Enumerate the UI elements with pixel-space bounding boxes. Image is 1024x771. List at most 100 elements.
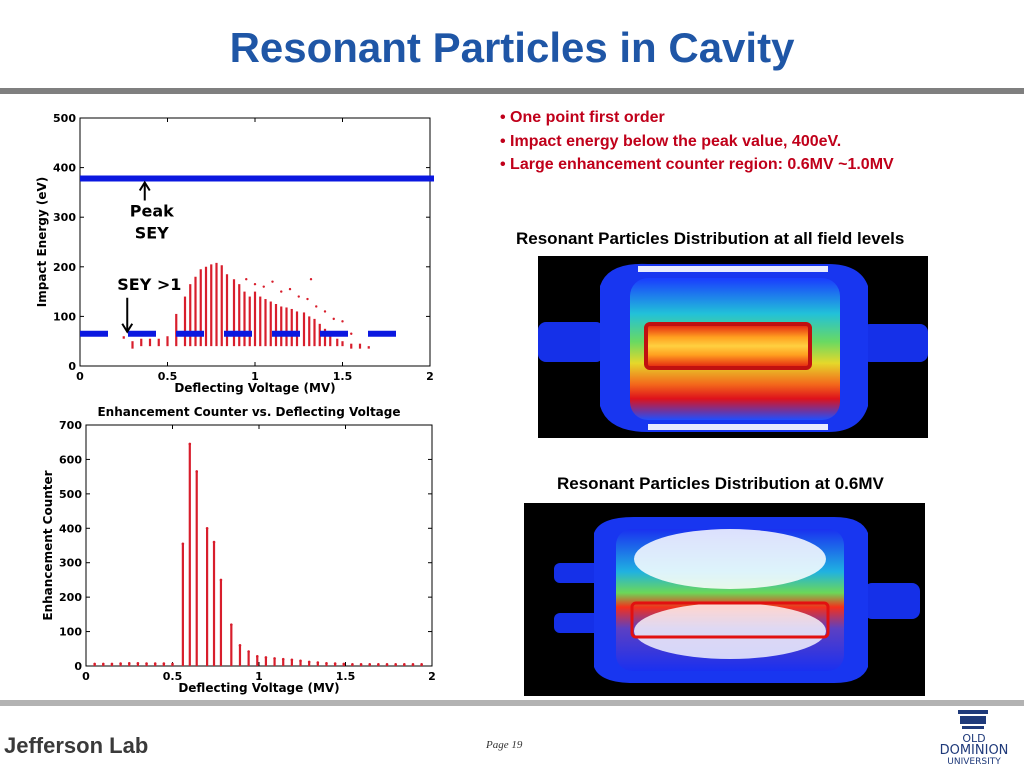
impact-energy-chart: 0 0.5 1 1.5 2 0 100 200 300 400 500 Deflecting Volt… — [35, 112, 434, 395]
y-tick-label: 100 — [59, 626, 82, 639]
data-point — [377, 662, 380, 666]
y-axis-label: Impact Energy (eV) — [35, 177, 49, 307]
odu-logo: OLD DOMINION UNIVERSITY — [926, 708, 1022, 767]
cavity-simulation-all-levels-image — [538, 256, 928, 438]
chart-title: Enhancement Counter vs. Deflecting Volta… — [97, 405, 400, 419]
data-point — [341, 320, 344, 323]
footer-divider — [0, 700, 1024, 706]
x-tick-label: 1 — [255, 670, 263, 683]
y-axis-label: Enhancement Counter — [41, 470, 55, 620]
data-point — [188, 442, 192, 446]
odu-logo-text-1: OLD — [962, 732, 985, 745]
data-point — [219, 578, 223, 582]
y-tick-label: 500 — [53, 112, 76, 125]
data-point — [273, 657, 276, 660]
title-divider — [0, 88, 1024, 94]
data-point — [255, 655, 259, 658]
y-tick-label: 0 — [74, 660, 82, 673]
data-point — [385, 662, 389, 666]
data-point — [247, 650, 250, 653]
crown-icon — [958, 710, 988, 729]
data-point — [110, 662, 114, 666]
data-point — [238, 644, 242, 647]
sey-arrow-head — [121, 323, 134, 334]
data-point — [350, 332, 353, 335]
y-tick-label: 400 — [53, 162, 76, 175]
data-point — [403, 662, 406, 666]
y-tick-label: 200 — [59, 591, 82, 604]
data-point — [368, 662, 372, 666]
data-point — [315, 305, 318, 308]
y-tick-label: 300 — [53, 211, 76, 224]
x-tick-label: 0 — [76, 370, 84, 383]
y-tick-label: 600 — [59, 453, 82, 466]
data-point — [102, 662, 105, 666]
data-point — [171, 662, 174, 666]
data-point — [288, 287, 292, 291]
x-tick-label: 1.5 — [336, 670, 356, 683]
y-tick-label: 300 — [59, 557, 82, 570]
x-axis-label: Deflecting Voltage (MV) — [178, 681, 339, 695]
data-point — [245, 278, 248, 281]
data-point — [153, 662, 157, 665]
data-point — [93, 662, 96, 666]
peak-sey-label: Peak — [130, 202, 174, 221]
y-tick-label: 500 — [59, 488, 82, 501]
data-point — [271, 280, 274, 283]
slide-title: Resonant Particles in Cavity — [229, 24, 795, 71]
data-point — [333, 662, 337, 665]
data-point — [145, 662, 148, 665]
data-point — [351, 662, 354, 666]
enhancement-counter-chart: 0 0.5 1 1.5 2 0 100 200 300 400 500 600 700 Deflectin… — [41, 405, 436, 695]
data-point — [181, 542, 185, 546]
x-tick-label: 0.5 — [158, 370, 178, 383]
data-point — [420, 662, 423, 666]
x-tick-label: 2 — [426, 370, 434, 383]
data-point — [316, 661, 320, 664]
data-point — [290, 658, 294, 662]
plot-frame — [85, 424, 433, 667]
odu-logo-text-2: DOMINION — [940, 743, 1009, 758]
data-point — [297, 295, 300, 298]
sey-gt-1-label: SEY >1 — [117, 275, 181, 294]
data-point — [332, 317, 335, 321]
data-point — [205, 526, 209, 530]
data-point — [262, 285, 265, 288]
data-point — [325, 661, 328, 665]
data-point — [230, 623, 233, 626]
data-point — [212, 540, 216, 544]
x-tick-label: 0.5 — [163, 670, 183, 683]
data-point — [342, 662, 346, 666]
page-number: Page 19 — [486, 739, 523, 751]
data-point — [411, 662, 415, 666]
data-point — [195, 470, 199, 473]
y-tick-label: 0 — [68, 360, 76, 373]
data-point — [359, 662, 363, 666]
data-point — [119, 662, 122, 665]
y-tick-label: 400 — [59, 522, 82, 535]
data-point — [136, 661, 140, 665]
data-point — [280, 290, 283, 293]
peak-arrow-head — [138, 180, 151, 192]
cavity-simulation-0-6mv-image — [524, 503, 925, 696]
data-point — [253, 282, 257, 286]
x-tick-label: 1 — [251, 370, 259, 383]
bullet-item-1: • One point first order — [500, 109, 665, 126]
data-point — [309, 278, 313, 281]
bullet-list: • One point first order • Impact energy … — [500, 106, 894, 177]
peak-sey-label: SEY — [135, 224, 169, 243]
caption-all-levels: Resonant Particles Distribution at all f… — [516, 229, 905, 248]
x-tick-label: 1.5 — [333, 370, 353, 383]
data-point — [281, 657, 285, 661]
bullet-item-2: • Impact energy below the peak value, 40… — [500, 132, 842, 150]
x-axis-label: Deflecting Voltage (MV) — [174, 381, 335, 395]
data-point — [162, 662, 166, 665]
data-point — [127, 661, 131, 665]
x-tick-label: 2 — [428, 670, 436, 683]
data-point — [299, 659, 302, 663]
bullet-item-3: • Large enhancement counter region: 0.6M… — [500, 156, 894, 173]
caption-at-0-6mv: Resonant Particles Distribution at 0.6MV — [557, 474, 884, 493]
y-tick-label: 700 — [59, 419, 82, 432]
data-point — [306, 297, 309, 301]
y-tick-label: 200 — [53, 261, 76, 274]
